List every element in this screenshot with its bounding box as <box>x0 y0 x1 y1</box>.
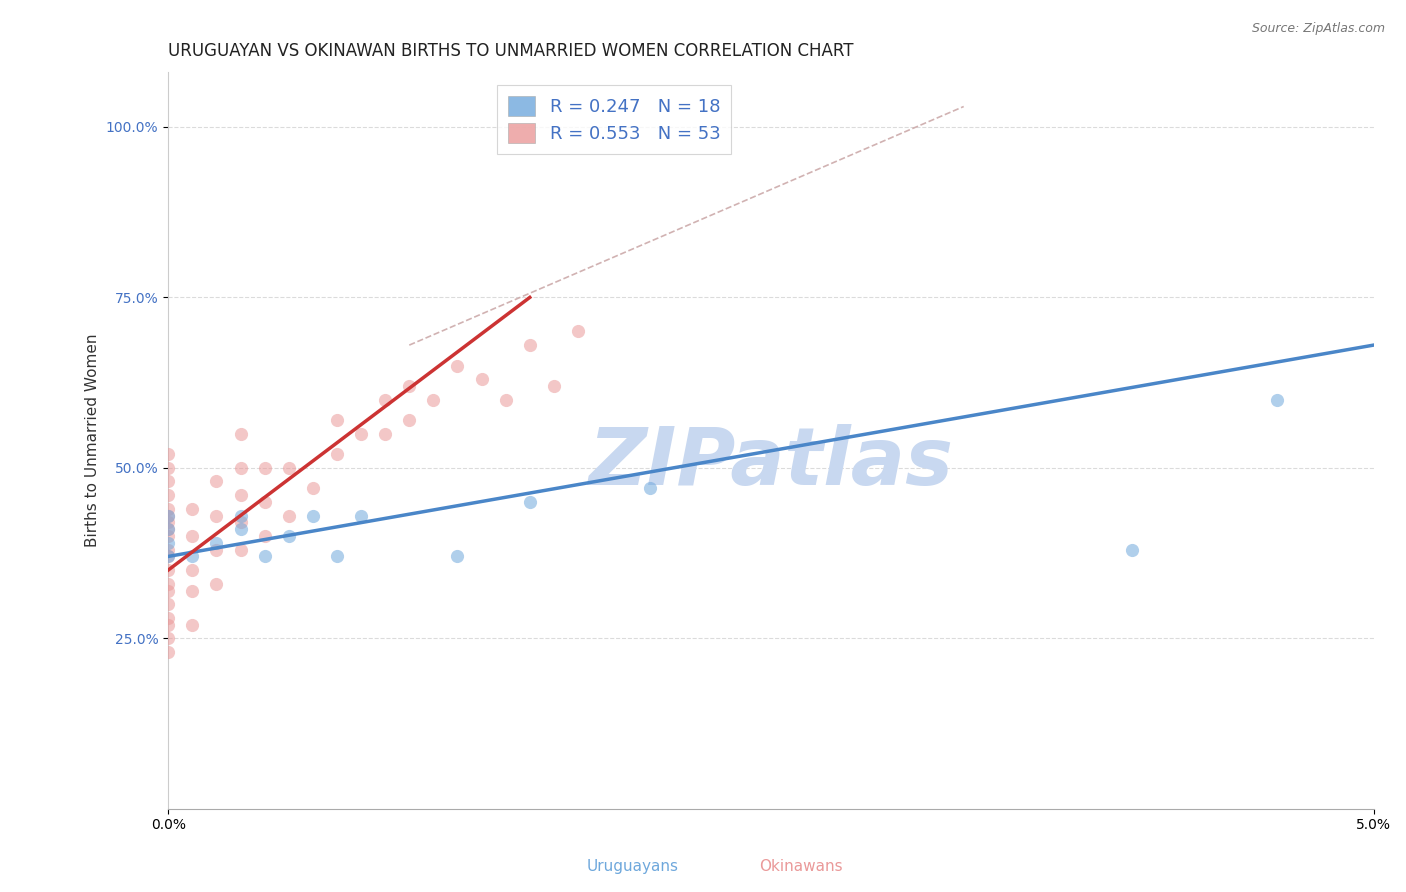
Point <box>157 501 180 516</box>
Point <box>640 481 662 495</box>
Point <box>157 460 180 475</box>
Point <box>422 392 444 407</box>
Point <box>374 392 396 407</box>
Point <box>157 632 180 646</box>
Y-axis label: Births to Unmarried Women: Births to Unmarried Women <box>86 334 100 548</box>
Point <box>157 549 180 564</box>
Point <box>181 529 204 543</box>
Point <box>229 508 252 523</box>
Point <box>398 413 420 427</box>
Point <box>205 508 228 523</box>
Point <box>253 495 276 509</box>
Text: Source: ZipAtlas.com: Source: ZipAtlas.com <box>1251 22 1385 36</box>
Point <box>157 549 180 564</box>
Point <box>157 529 180 543</box>
Point <box>157 508 180 523</box>
Point <box>519 338 541 352</box>
Legend: R = 0.247   N = 18, R = 0.553   N = 53: R = 0.247 N = 18, R = 0.553 N = 53 <box>498 85 731 153</box>
Point <box>543 379 565 393</box>
Text: URUGUAYAN VS OKINAWAN BIRTHS TO UNMARRIED WOMEN CORRELATION CHART: URUGUAYAN VS OKINAWAN BIRTHS TO UNMARRIE… <box>169 42 853 60</box>
Text: ZIPatlas: ZIPatlas <box>588 424 953 501</box>
Point <box>495 392 517 407</box>
Point <box>326 447 349 461</box>
Point <box>181 583 204 598</box>
Text: Uruguayans: Uruguayans <box>586 859 679 874</box>
Point <box>157 508 180 523</box>
Point <box>277 460 299 475</box>
Point <box>229 516 252 530</box>
Point <box>157 583 180 598</box>
Point <box>350 508 373 523</box>
Point <box>398 379 420 393</box>
Point <box>302 508 325 523</box>
Point <box>519 495 541 509</box>
Point <box>253 460 276 475</box>
Point <box>157 522 180 536</box>
Point <box>229 488 252 502</box>
Point <box>157 522 180 536</box>
Point <box>253 549 276 564</box>
Point <box>157 516 180 530</box>
Point <box>157 447 180 461</box>
Point <box>253 529 276 543</box>
Point <box>181 549 204 564</box>
Point <box>205 536 228 550</box>
Point <box>181 617 204 632</box>
Point <box>157 563 180 577</box>
Point <box>374 426 396 441</box>
Text: Okinawans: Okinawans <box>759 859 844 874</box>
Point <box>326 413 349 427</box>
Point <box>205 475 228 489</box>
Point <box>205 542 228 557</box>
Point <box>229 522 252 536</box>
Point <box>302 481 325 495</box>
Point <box>205 576 228 591</box>
Point <box>157 645 180 659</box>
Point <box>229 542 252 557</box>
Point <box>277 529 299 543</box>
Point <box>229 426 252 441</box>
Point <box>567 325 589 339</box>
Point <box>181 563 204 577</box>
Point <box>277 508 299 523</box>
Point <box>350 426 373 441</box>
Point <box>157 536 180 550</box>
Point <box>157 617 180 632</box>
Point <box>157 576 180 591</box>
Point <box>446 549 468 564</box>
Point <box>471 372 494 386</box>
Point <box>1121 542 1143 557</box>
Point <box>157 475 180 489</box>
Point <box>181 501 204 516</box>
Point <box>157 611 180 625</box>
Point <box>157 542 180 557</box>
Point <box>1265 392 1288 407</box>
Point <box>446 359 468 373</box>
Point <box>157 597 180 611</box>
Point <box>326 549 349 564</box>
Point <box>229 460 252 475</box>
Point <box>157 488 180 502</box>
